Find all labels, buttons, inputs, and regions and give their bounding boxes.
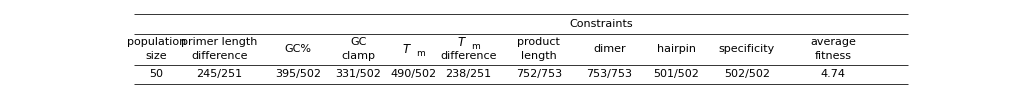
Text: Constraints: Constraints — [569, 19, 633, 29]
Text: hairpin: hairpin — [656, 44, 696, 54]
Text: 4.74: 4.74 — [821, 69, 846, 79]
Text: m: m — [416, 49, 424, 58]
Text: length: length — [521, 51, 557, 61]
Text: 331/502: 331/502 — [335, 69, 381, 79]
Text: GC%: GC% — [285, 44, 311, 54]
Text: $T$: $T$ — [402, 43, 412, 56]
Text: 501/502: 501/502 — [653, 69, 699, 79]
Text: difference: difference — [191, 51, 247, 61]
Text: average: average — [810, 37, 856, 47]
Text: size: size — [146, 51, 167, 61]
Text: GC: GC — [350, 37, 367, 47]
Text: clamp: clamp — [341, 51, 375, 61]
Text: 245/251: 245/251 — [197, 69, 242, 79]
Text: difference: difference — [440, 51, 496, 61]
Text: 238/251: 238/251 — [445, 69, 491, 79]
Text: 753/753: 753/753 — [587, 69, 632, 79]
Text: $T$: $T$ — [457, 36, 467, 49]
Text: 502/502: 502/502 — [724, 69, 770, 79]
Text: m: m — [471, 42, 479, 51]
Text: 50: 50 — [150, 69, 163, 79]
Text: 490/502: 490/502 — [390, 69, 437, 79]
Text: fitness: fitness — [814, 51, 852, 61]
Text: 395/502: 395/502 — [275, 69, 321, 79]
Text: primer length: primer length — [181, 37, 257, 47]
Text: population: population — [127, 37, 186, 47]
Text: product: product — [518, 37, 560, 47]
Text: dimer: dimer — [594, 44, 626, 54]
Text: specificity: specificity — [718, 44, 775, 54]
Text: 752/753: 752/753 — [516, 69, 562, 79]
